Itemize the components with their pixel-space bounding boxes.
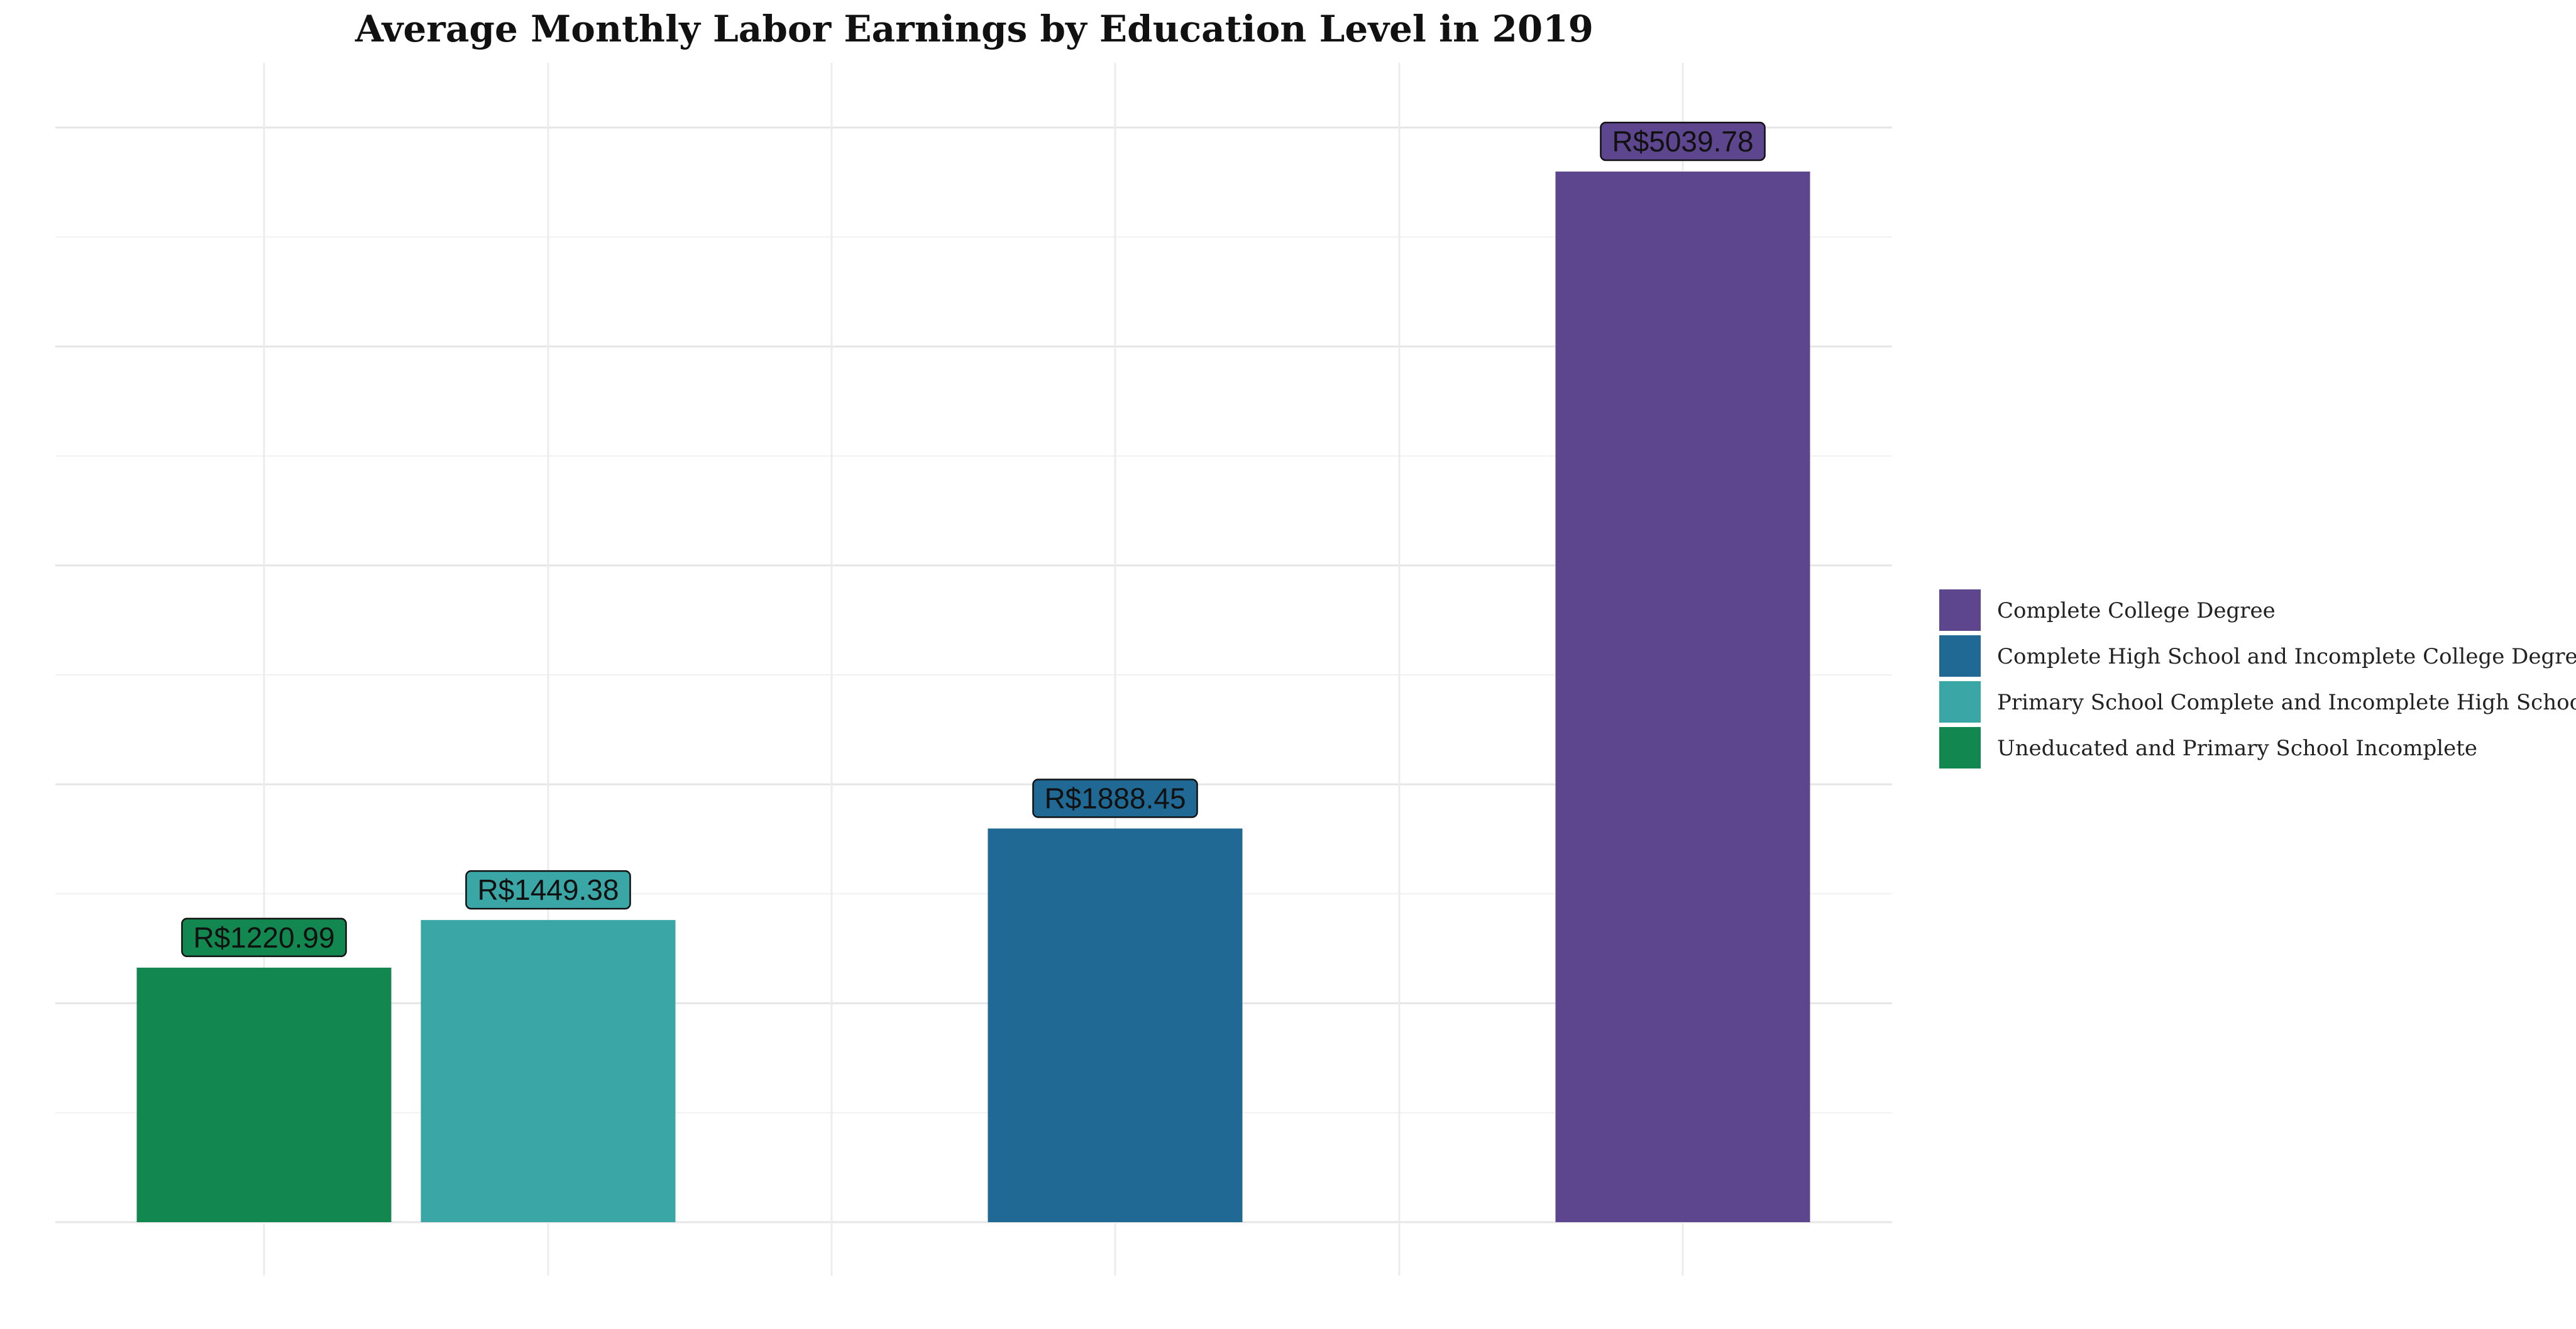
- bar-label-text: R$1888.45: [1044, 782, 1186, 814]
- bars: [136, 172, 1810, 1223]
- legend-swatch: [1939, 635, 1981, 677]
- legend-label: Complete High School and Incomplete Coll…: [1997, 644, 2576, 669]
- bar-label-text: R$1220.99: [193, 921, 334, 954]
- legend-label: Complete College Degree: [1997, 598, 2276, 623]
- bar-labels: R$1220.99 R$1449.38 R$1888.45 R$5039.78: [181, 121, 1766, 958]
- chart-title: Average Monthly Labor Earnings by Educat…: [355, 8, 1593, 50]
- legend-swatch: [1939, 589, 1981, 631]
- legend-label: Uneducated and Primary School Incomplete: [1997, 736, 2477, 761]
- bar-label-box: [465, 870, 631, 910]
- bar-label-text: R$1449.38: [477, 873, 619, 906]
- bar-label: R$5039.78: [1600, 121, 1766, 161]
- bar-label-text: R$5039.78: [1612, 125, 1753, 158]
- bar-label-box: [1600, 121, 1766, 161]
- bar-label: R$1888.45: [1032, 779, 1198, 818]
- bar-label-box: [181, 917, 347, 958]
- legend-swatch: [1939, 681, 1981, 723]
- bar: [421, 920, 676, 1222]
- bar: [988, 828, 1243, 1222]
- bar-label: R$1449.38: [465, 870, 631, 910]
- bar: [1555, 172, 1810, 1223]
- legend: Complete College Degree Complete High Sch…: [1939, 589, 2576, 768]
- bar-label: R$1220.99: [181, 917, 347, 958]
- bar: [136, 967, 392, 1222]
- legend-swatch: [1939, 727, 1981, 768]
- legend-label: Primary School Complete and Incomplete H…: [1997, 690, 2576, 715]
- bar-label-box: [1032, 779, 1198, 818]
